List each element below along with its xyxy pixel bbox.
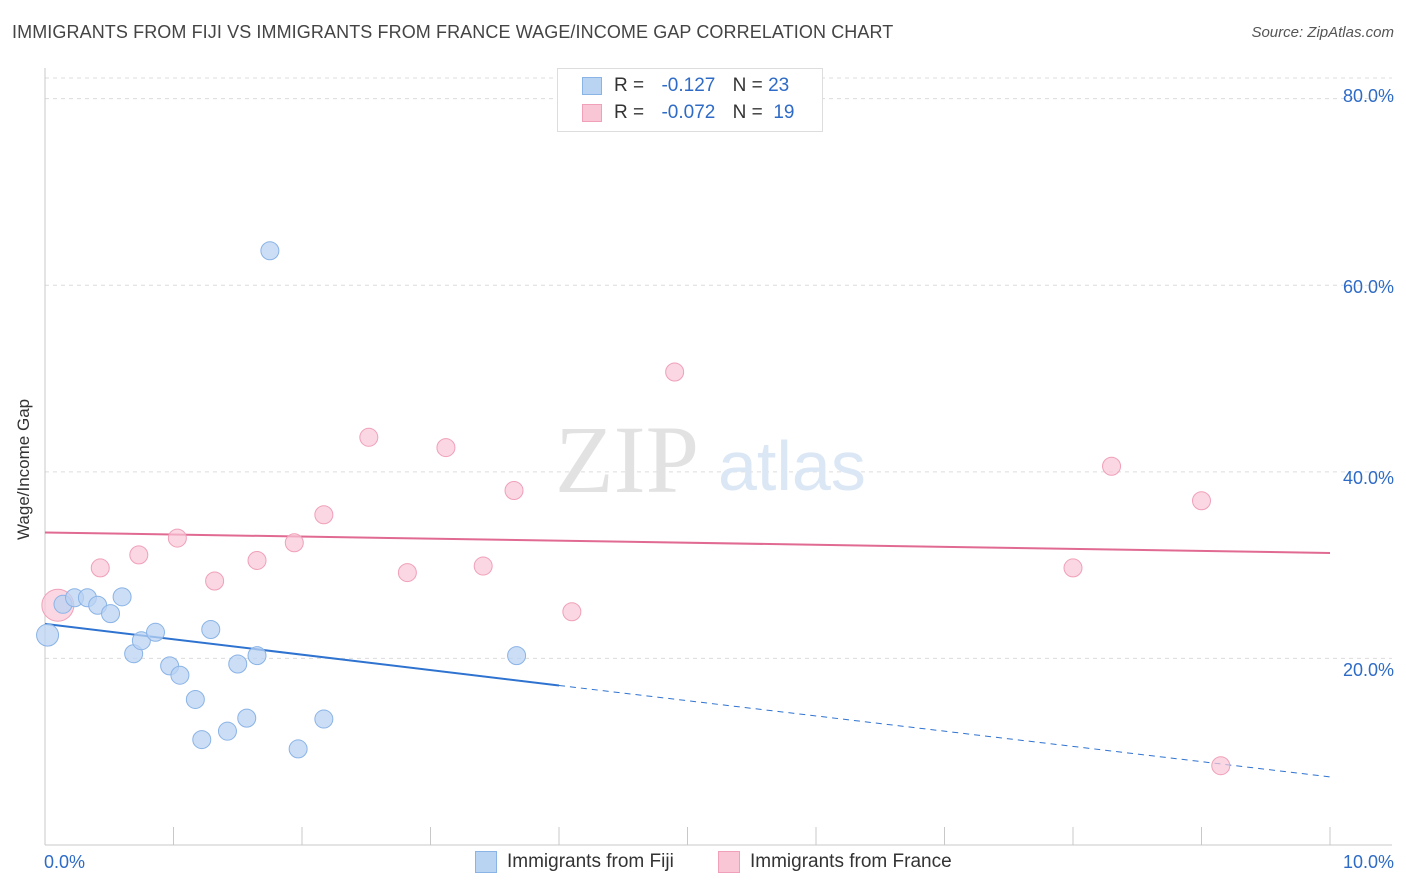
- trend-lines: [44, 531, 1331, 778]
- france-point: [205, 571, 225, 591]
- france-point: [473, 556, 493, 576]
- france-point: [359, 427, 379, 447]
- fiji-point: [260, 241, 280, 261]
- y-tick-80: 80.0%: [1342, 86, 1394, 106]
- france-r-value: -0.072: [661, 102, 716, 123]
- y-axis-label: Wage/Income Gap: [14, 398, 33, 540]
- france-point: [1102, 456, 1122, 476]
- fiji-point: [101, 604, 121, 624]
- france-point: [562, 602, 582, 622]
- france-point: [665, 362, 685, 382]
- chart-title: IMMIGRANTS FROM FIJI VS IMMIGRANTS FROM …: [12, 22, 894, 42]
- france-point: [284, 533, 304, 553]
- source-label: Source: ZipAtlas.com: [1251, 24, 1394, 41]
- fiji-trend-line: [44, 622, 560, 687]
- legend-item-france: Immigrants from France: [718, 851, 952, 873]
- fiji-point: [314, 709, 334, 729]
- fiji-point: [237, 708, 257, 728]
- fiji-r-value: -0.127: [661, 75, 716, 96]
- france-swatch: [582, 104, 602, 122]
- legend-france-label: Immigrants from France: [750, 851, 952, 872]
- axes: [44, 68, 1392, 846]
- france-r-label: R =: [614, 102, 645, 123]
- legend-fiji-swatch: [475, 851, 497, 873]
- fiji-swatch: [582, 77, 602, 95]
- y-tick-40: 40.0%: [1342, 468, 1394, 488]
- x-tick-min: 0.0%: [44, 852, 86, 872]
- fiji-point: [192, 730, 212, 750]
- correlation-legend: R = -0.127 N = 23 R = -0.072 N = 19: [557, 68, 823, 132]
- fiji-point: [146, 622, 166, 642]
- x-tick-max: 10.0%: [1342, 852, 1394, 872]
- france-point: [397, 563, 417, 583]
- fiji-n-label: N =: [732, 75, 763, 96]
- france-point: [314, 505, 334, 525]
- france-point: [129, 545, 149, 565]
- france-point: [247, 550, 267, 570]
- legend-france-swatch: [718, 851, 740, 873]
- fiji-point: [112, 587, 132, 607]
- france-point: [1211, 756, 1231, 776]
- watermark-zip: ZIP: [555, 406, 699, 513]
- fiji-point: [185, 689, 205, 709]
- fiji-point: [507, 646, 527, 666]
- legend-row-fiji: R = -0.127 N = 23: [582, 74, 789, 98]
- fiji-point: [131, 631, 151, 651]
- france-point: [167, 528, 187, 548]
- fiji-point: [170, 665, 190, 685]
- france-point: [504, 480, 524, 500]
- fiji-r-label: R =: [614, 75, 645, 96]
- legend-item-fiji: Immigrants from Fiji: [475, 851, 674, 873]
- fiji-trend-extension: [558, 684, 1331, 778]
- fiji-point: [288, 739, 308, 759]
- france-trend-line: [44, 531, 1331, 554]
- fiji-point: [228, 654, 248, 674]
- y-tick-20: 20.0%: [1342, 660, 1394, 680]
- france-point: [1192, 491, 1211, 511]
- france-point: [1063, 558, 1083, 578]
- france-point: [90, 558, 110, 578]
- legend-row-france: R = -0.072 N = 19: [582, 101, 794, 125]
- y-tick-60: 60.0%: [1342, 277, 1394, 297]
- gridlines: [45, 77, 1392, 659]
- france-n-label: N =: [732, 102, 763, 123]
- fiji-point: [247, 646, 267, 666]
- fiji-n-value: 23: [768, 75, 790, 96]
- fiji-point: [201, 619, 221, 639]
- fiji-point: [217, 721, 237, 741]
- legend-fiji-label: Immigrants from Fiji: [507, 851, 674, 872]
- france-n-value: 19: [773, 102, 795, 123]
- scatter-points: [36, 241, 1231, 776]
- france-point: [436, 438, 456, 458]
- fiji-point: [36, 623, 60, 647]
- watermark-atlas: atlas: [718, 427, 866, 505]
